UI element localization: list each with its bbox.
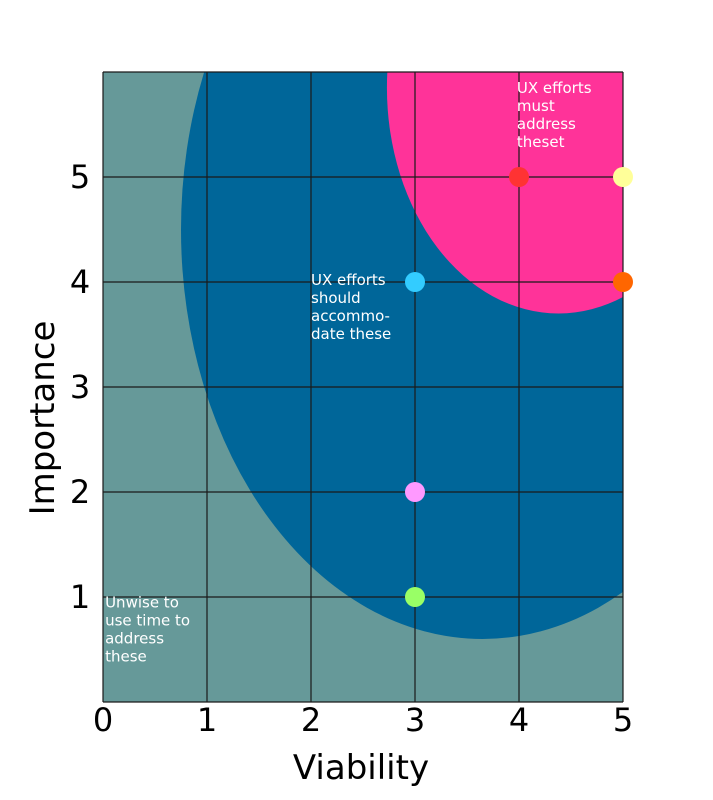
x-tick-label: 0 (93, 701, 113, 739)
data-point (405, 272, 425, 292)
zone-label-line: theset (517, 133, 565, 151)
zone-label-line: UX efforts (517, 79, 592, 97)
zone-label-line: address (517, 115, 576, 133)
y-axis-title: Importance (23, 321, 63, 516)
zone-label-2: UX efforts must address theset (517, 79, 592, 151)
data-point (509, 167, 529, 187)
x-tick-label: 5 (613, 701, 633, 739)
x-axis-ticks: 0 1 2 3 4 5 (93, 701, 633, 739)
data-point (405, 587, 425, 607)
zone-label-line: should (311, 289, 361, 307)
zone-label-0: Unwise to use time to address these (105, 594, 190, 666)
data-point (613, 272, 633, 292)
x-tick-label: 3 (405, 701, 425, 739)
y-tick-label: 3 (70, 368, 90, 406)
y-tick-label: 4 (70, 263, 90, 301)
data-point (405, 482, 425, 502)
zone-label-1: UX efforts should accommo-date these (311, 271, 391, 343)
zone-label-line: date these (311, 325, 391, 343)
zone-label-line: Unwise to (105, 594, 179, 612)
x-tick-label: 1 (197, 701, 217, 739)
zone-label-line: must (517, 97, 555, 115)
x-tick-label: 4 (509, 701, 529, 739)
y-tick-label: 5 (70, 158, 90, 196)
zone-label-line: UX efforts (311, 271, 386, 289)
zone-label-line: accommo- (311, 307, 390, 325)
data-points (405, 167, 633, 607)
x-axis-title: Viability (293, 748, 429, 788)
zone-label-line: use time to (105, 612, 190, 630)
y-axis-ticks: 1 2 3 4 5 (70, 158, 90, 616)
region-ellipse-2 (386, 72, 623, 314)
data-point (613, 167, 633, 187)
x-tick-label: 2 (301, 701, 321, 739)
zone-label-line: address (105, 630, 164, 648)
zone-label-line: these (105, 648, 147, 666)
y-tick-label: 1 (70, 578, 90, 616)
y-tick-label: 2 (70, 473, 90, 511)
